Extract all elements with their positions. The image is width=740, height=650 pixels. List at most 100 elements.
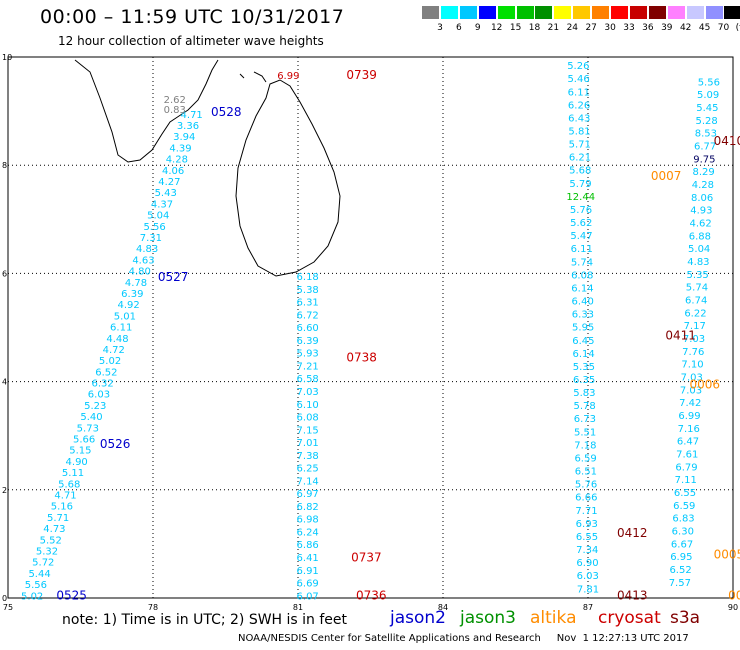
wave-height-value: 5.47 bbox=[570, 231, 592, 242]
wave-height-value: 6.59 bbox=[673, 501, 695, 512]
wave-height-value: 6.66 bbox=[575, 493, 597, 504]
x-tick-label: 81 bbox=[293, 603, 303, 612]
wave-height-value: 5.28 bbox=[695, 116, 717, 127]
wave-height-value: 5.32 bbox=[36, 547, 58, 558]
wave-height-value: 6.67 bbox=[671, 539, 693, 550]
wave-height-value: 6.08 bbox=[297, 413, 319, 424]
chart-title: 00:00 – 11:59 UTC 10/31/2017 bbox=[40, 6, 345, 28]
color-scale-label: 30 bbox=[604, 23, 616, 33]
wave-height-value: 6.52 bbox=[95, 367, 117, 378]
color-scale-label: 15 bbox=[509, 23, 522, 33]
time-label: 0738 bbox=[346, 350, 377, 364]
grid-lines bbox=[8, 57, 733, 598]
color-scale-label: (ft) bbox=[735, 23, 740, 33]
wave-height-value: 4.37 bbox=[151, 199, 173, 210]
wave-height-value: 5.72 bbox=[32, 558, 54, 569]
color-scale-swatch bbox=[422, 6, 439, 19]
color-scale-swatch bbox=[648, 6, 666, 19]
satellite-legend-jason2: jason2 bbox=[390, 608, 446, 628]
wave-height-value: 7.03 bbox=[683, 334, 705, 345]
wave-height-value: 7.57 bbox=[669, 578, 691, 589]
color-scale-label: 12 bbox=[490, 23, 503, 33]
y-tick-label: 4 bbox=[2, 378, 7, 387]
color-scale-swatch bbox=[611, 6, 628, 19]
wave-height-value: 5.02 bbox=[21, 591, 43, 602]
wave-height-value: 6.10 bbox=[297, 400, 319, 411]
wave-height-value: 5.35 bbox=[573, 362, 595, 373]
color-scale-swatch bbox=[686, 6, 704, 19]
wave-height-value: 4.27 bbox=[158, 177, 180, 188]
wave-height-value: 5.02 bbox=[99, 356, 121, 367]
wave-height-value: 7.14 bbox=[297, 476, 319, 487]
time-label: 000 bbox=[728, 588, 740, 602]
wave-height-value: 6.77 bbox=[694, 142, 716, 153]
wave-height-value: 5.52 bbox=[40, 535, 62, 546]
wave-height-value: 5.56 bbox=[143, 222, 165, 233]
wave-height-value: 6.24 bbox=[297, 527, 319, 538]
wave-height-value: 5.66 bbox=[73, 435, 95, 446]
color-scale-swatch bbox=[629, 6, 647, 19]
x-tick-label: 84 bbox=[438, 603, 448, 612]
wave-height-value: 5.01 bbox=[114, 311, 136, 322]
wave-height-value: 5.51 bbox=[574, 427, 596, 438]
wave-height-value: 6.03 bbox=[88, 390, 110, 401]
time-label: 0412 bbox=[617, 526, 648, 540]
wave-height-value: 5.56 bbox=[698, 77, 720, 88]
wave-height-value: 3.94 bbox=[173, 132, 195, 143]
x-tick-label: 75 bbox=[3, 603, 13, 612]
wave-height-value: 4.73 bbox=[43, 524, 65, 535]
wave-height-value: 6.93 bbox=[576, 519, 598, 530]
wave-height-value: 6.91 bbox=[297, 566, 319, 577]
wave-height-value: 6.21 bbox=[569, 153, 591, 164]
wave-height-value: 9.75 bbox=[693, 154, 715, 165]
wave-height-value: 6.39 bbox=[121, 289, 143, 300]
wave-height-value: 6.32 bbox=[92, 379, 114, 390]
wave-height-value: 4.72 bbox=[103, 345, 125, 356]
color-scale-label: 33 bbox=[623, 23, 635, 33]
wave-height-value: 0.83 bbox=[164, 105, 186, 116]
x-tick-label: 87 bbox=[583, 603, 593, 612]
wave-height-value: 3.36 bbox=[177, 121, 199, 132]
track-s3a: 7.57 6.52 6.95 6.67 6.306.83 6.59 6.55 7.11 6.79… bbox=[617, 77, 740, 602]
wave-height-value: 5.76 bbox=[570, 205, 592, 216]
wave-height-value: 6.74 bbox=[685, 295, 707, 306]
wave-height-value: 6.69 bbox=[297, 579, 319, 590]
wave-height-value: 8.53 bbox=[695, 129, 717, 140]
wave-height-value: 6.60 bbox=[297, 323, 319, 334]
track-jason2-gray: 2.620.83 bbox=[164, 95, 186, 116]
wave-height-value: 6.30 bbox=[672, 526, 694, 537]
wave-height-value: 5.73 bbox=[77, 423, 99, 434]
wave-height-value: 7.61 bbox=[676, 449, 698, 460]
color-scale-label: 27 bbox=[585, 23, 597, 33]
wave-height-value: 4.93 bbox=[690, 206, 712, 217]
wave-height-value: 6.55 bbox=[674, 488, 696, 499]
wave-height-value: 8.06 bbox=[691, 193, 713, 204]
wave-height-value: 4.78 bbox=[125, 278, 147, 289]
wave-height-value: 6.43 bbox=[568, 113, 590, 124]
footer-note: note: 1) Time is in UTC; 2) SWH is in fe… bbox=[62, 612, 348, 628]
color-scale-swatch bbox=[705, 6, 723, 19]
wave-height-value: 6.14 bbox=[573, 349, 595, 360]
wave-height-value: 5.26 bbox=[567, 61, 589, 72]
wave-height-value: 6.72 bbox=[297, 310, 319, 321]
wave-height-value: 6.86 bbox=[297, 540, 319, 551]
color-scale-label: 21 bbox=[547, 23, 560, 33]
wave-height-value: 4.28 bbox=[166, 155, 188, 166]
wave-height-value: 6.59 bbox=[574, 453, 596, 464]
wave-height-value: 6.82 bbox=[297, 502, 319, 513]
wave-height-value: 5.44 bbox=[28, 569, 50, 580]
wave-height-value: 6.11 bbox=[568, 87, 590, 98]
time-label: 0527 bbox=[158, 270, 189, 284]
wave-height-value: 6.26 bbox=[568, 100, 590, 111]
wave-height-value: 4.83 bbox=[687, 257, 709, 268]
wave-height-value: 5.71 bbox=[47, 513, 69, 524]
wave-height-value: 7.11 bbox=[675, 475, 697, 486]
land-outline bbox=[74, 59, 341, 277]
color-scale-swatch bbox=[667, 6, 685, 19]
track-cryosat: 6.076.69 6.91 6.41 6.86 6.246.98 6.82 6.97 7.14… bbox=[297, 68, 387, 602]
color-scale-swatch bbox=[554, 6, 572, 19]
wave-height-value: 7.71 bbox=[575, 506, 597, 517]
axes: 75 78 81 84 87 90 0 2 4 6 8 10 bbox=[2, 53, 738, 612]
wave-height-value: 7.16 bbox=[678, 424, 700, 435]
color-scale-label: 39 bbox=[661, 23, 673, 33]
